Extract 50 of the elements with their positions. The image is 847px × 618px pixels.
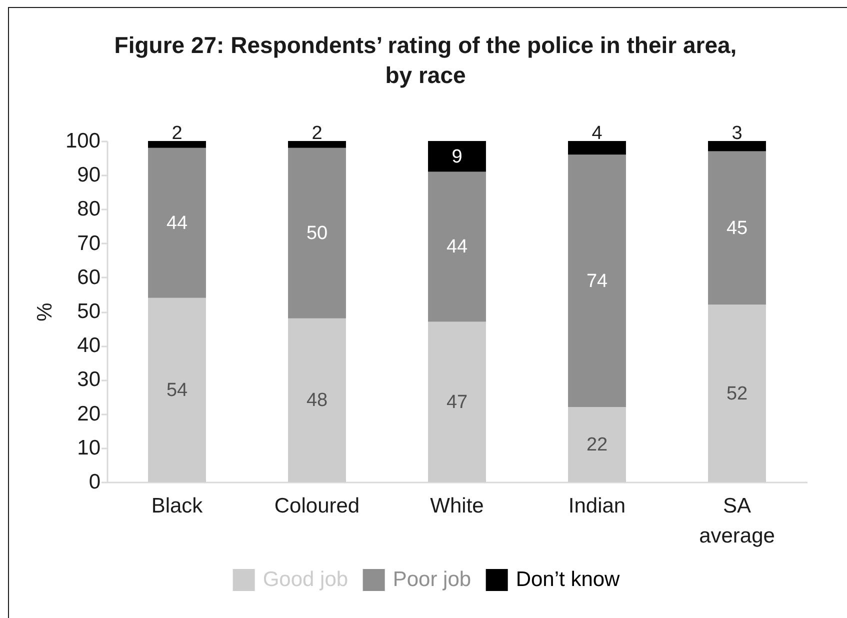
data-label: 48: [306, 390, 328, 412]
bar: [708, 141, 766, 152]
data-label: 54: [166, 380, 188, 401]
data-label: 74: [586, 270, 608, 292]
bar: [428, 141, 486, 172]
x-tick-label: Indian: [568, 494, 626, 518]
x-tick-label: Black: [151, 494, 204, 518]
bar: [148, 141, 206, 148]
bar: [568, 406, 626, 482]
x-tick-label: Coloured: [274, 494, 360, 518]
bar: [288, 318, 346, 482]
legend-label: Poor job: [392, 568, 472, 591]
y-tick-label: 40: [77, 334, 100, 358]
bar: [708, 151, 766, 305]
bar: [148, 298, 206, 482]
bar: [288, 141, 346, 148]
legend-label: Don’t know: [516, 568, 621, 591]
y-tick-label: 90: [77, 164, 100, 187]
data-label: 22: [586, 434, 608, 456]
data-label: 2: [312, 123, 322, 144]
y-tick-label: 80: [77, 198, 100, 221]
data-label: 47: [446, 392, 468, 413]
data-label: 44: [166, 212, 188, 234]
data-label: 3: [732, 123, 742, 144]
bar: [708, 304, 766, 482]
y-tick-label: 20: [77, 402, 100, 426]
data-label: 50: [306, 223, 328, 244]
bar: [428, 322, 486, 482]
y-tick-label: 30: [77, 368, 100, 392]
y-tick-label: 50: [77, 300, 100, 323]
data-label: 52: [726, 383, 748, 404]
bar: [148, 148, 206, 298]
x-tick-label: White: [430, 494, 484, 518]
data-label: 2: [172, 123, 182, 144]
bar: [288, 148, 346, 318]
bar: [428, 172, 486, 322]
y-tick-label: 100: [65, 130, 100, 152]
y-axis-title: %: [33, 302, 56, 322]
y-tick-label: 10: [77, 436, 100, 460]
bar: [568, 141, 626, 155]
data-label: 9: [452, 146, 462, 168]
y-tick-label: 70: [77, 232, 100, 255]
chart-title: Figure 27: Respondents’ rating of the police in their area, by race: [114, 32, 737, 88]
data-label: 44: [446, 236, 468, 258]
data-label: 45: [726, 218, 748, 239]
bar: [568, 154, 626, 407]
data-label: 4: [592, 123, 603, 144]
x-tick-label: SA average: [699, 494, 775, 548]
y-tick-label: 0: [88, 470, 100, 494]
y-tick-label: 60: [77, 266, 100, 289]
